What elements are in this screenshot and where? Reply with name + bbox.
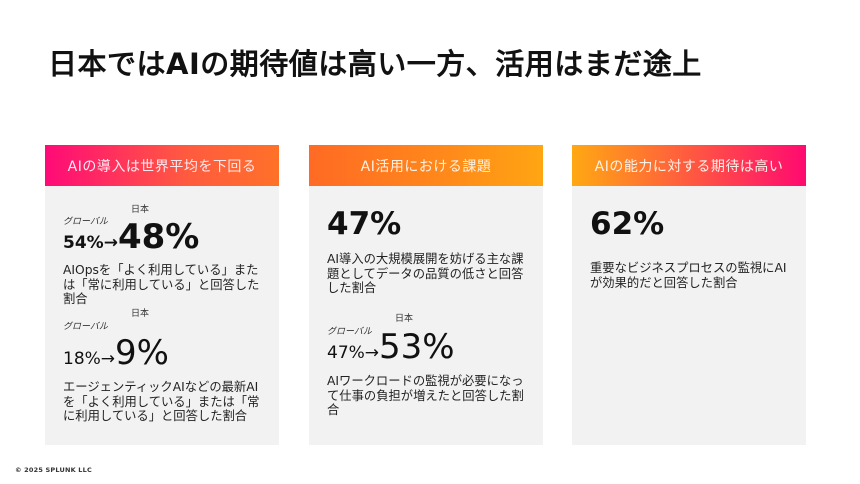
stat-comparison: 18% → 9% <box>63 336 169 370</box>
panel-header: AIの能力に対する期待は高い <box>572 145 806 186</box>
big-stat-description: AI導入の大規模展開を妨げる主な課題としてデータの品質の低さと回答した割合 <box>327 252 524 295</box>
stat-description: AIOpsを「よく利用している」または「常に利用している」と回答した割合 <box>63 263 260 306</box>
global-label: グローバル <box>63 217 108 227</box>
arrow-icon: → <box>103 233 118 253</box>
global-value: 54% <box>63 233 104 253</box>
copyright-footer: © 2025 SPLUNK LLC <box>15 466 92 474</box>
big-stat-value: 62% <box>590 206 665 242</box>
panel-header: AIの導入は世界平均を下回る <box>45 145 279 186</box>
big-stat-description: 重要なビジネスプロセスの監視にAIが効果的だと回答した割合 <box>590 261 787 290</box>
japan-label: 日本 <box>131 205 150 215</box>
slide-title: 日本ではAIの期待値は高い一方、活用はまだ途上 <box>48 47 702 81</box>
japan-value: 53% <box>379 327 455 367</box>
big-stat-value: 47% <box>327 206 402 242</box>
japan-value: 9% <box>115 333 169 373</box>
japan-value: 48% <box>117 217 200 257</box>
panel-ai-adoption: AIの導入は世界平均を下回る 日本 グローバル 54% → 48% AIOpsを… <box>45 145 279 445</box>
global-label: グローバル <box>327 327 372 337</box>
panel-header: AI活用における課題 <box>309 145 543 186</box>
global-value: 18% <box>63 349 101 369</box>
arrow-icon: → <box>364 343 380 363</box>
panel-ai-expectations: AIの能力に対する期待は高い 62% 重要なビジネスプロセスの監視にAIが効果的… <box>572 145 806 445</box>
stat-description: エージェンティックAIなどの最新AIを「よく利用している」または「常に利用してい… <box>63 380 260 423</box>
panel-ai-challenges: AI活用における課題 47% AI導入の大規模展開を妨げる主な課題としてデータの… <box>309 145 543 445</box>
stat-comparison: 47% → 53% <box>327 330 455 364</box>
stat-description: AIワークロードの監視が必要になって仕事の負担が増えたと回答した割合 <box>327 374 524 417</box>
stat-comparison: 54% → 48% <box>63 220 199 254</box>
arrow-icon: → <box>100 349 116 369</box>
japan-label: 日本 <box>395 314 414 324</box>
global-value: 47% <box>327 343 365 363</box>
global-label: グローバル <box>63 322 108 332</box>
japan-label: 日本 <box>131 309 150 319</box>
